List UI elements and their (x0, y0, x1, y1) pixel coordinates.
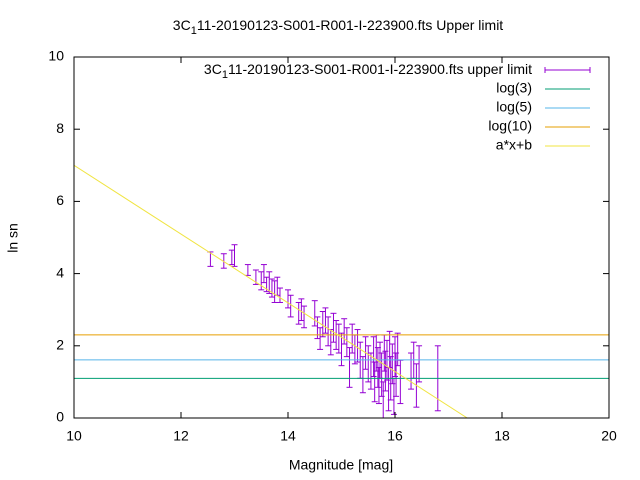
plot-frame (73, 56, 610, 419)
error-bar (244, 264, 251, 276)
y-tick-label: 10 (48, 48, 64, 64)
title-main: 3C (173, 17, 191, 33)
error-bar (416, 345, 423, 383)
error-bar (276, 287, 283, 303)
y-axis-label: ln sn (5, 223, 21, 253)
error-bar (330, 312, 337, 343)
title-rest: 11-20190123-S001-R001-I-223900.fts Upper… (197, 17, 503, 33)
error-bar (317, 327, 324, 350)
x-tick-label: 12 (173, 428, 189, 444)
x-axis-label: Magnitude [mag] (289, 457, 393, 473)
error-bar (346, 347, 353, 388)
error-bar (258, 271, 265, 291)
error-bar (319, 311, 326, 338)
plot-area (74, 164, 609, 418)
error-bar (228, 249, 235, 266)
legend-label-rest: 11-20190123-S001-R001-I-223900.fts upper… (228, 61, 532, 77)
legend-label: 3C111-20190123-S001-R001-I-223900.fts up… (204, 61, 532, 81)
legend-label: log(3) (496, 80, 532, 96)
error-bar (375, 366, 382, 405)
fit-line (74, 164, 468, 418)
error-bar (260, 264, 267, 284)
error-bar (349, 323, 356, 354)
error-bar (397, 359, 404, 405)
error-bar (274, 276, 281, 296)
error-bar (392, 336, 398, 377)
error-bar (322, 307, 329, 334)
error-bar (359, 356, 366, 394)
error-bar (301, 305, 308, 329)
error-bar (335, 323, 342, 354)
legend-label: a*x+b (496, 137, 532, 153)
error-bar (220, 253, 227, 269)
legend-label-sub: 1 (222, 69, 228, 81)
error-bar (343, 327, 350, 358)
x-tick-label: 18 (494, 428, 510, 444)
title-sub: 1 (191, 25, 197, 37)
error-bar (311, 300, 318, 327)
error-bar (287, 294, 294, 318)
y-tick-label: 2 (56, 337, 64, 353)
legend-label: log(10) (488, 118, 532, 134)
chart-title: 3C111-20190123-S001-R001-I-223900.fts Up… (173, 17, 504, 37)
x-tick-label: 14 (280, 428, 296, 444)
error-bar (370, 336, 377, 377)
error-bar (285, 289, 291, 309)
error-bar (367, 352, 374, 390)
y-tick-label: 0 (56, 409, 64, 425)
y-tick-label: 4 (56, 264, 64, 280)
error-bar (271, 280, 278, 303)
y-tick-label: 8 (56, 120, 64, 136)
y-tick-label: 6 (56, 192, 64, 208)
legend-label: log(5) (496, 99, 532, 115)
error-bar (268, 278, 275, 298)
error-bar (408, 352, 415, 390)
x-tick-label: 10 (66, 428, 82, 444)
x-tick-label: 20 (601, 428, 617, 444)
error-bar (298, 298, 305, 322)
error-bar (365, 345, 372, 383)
error-bar (325, 316, 332, 347)
error-bar (266, 271, 273, 294)
error-bar (231, 244, 238, 267)
error-bar (341, 318, 348, 345)
error-bar (386, 330, 393, 368)
legend-label-main: 3C (204, 61, 222, 77)
x-tick-label: 16 (387, 428, 403, 444)
